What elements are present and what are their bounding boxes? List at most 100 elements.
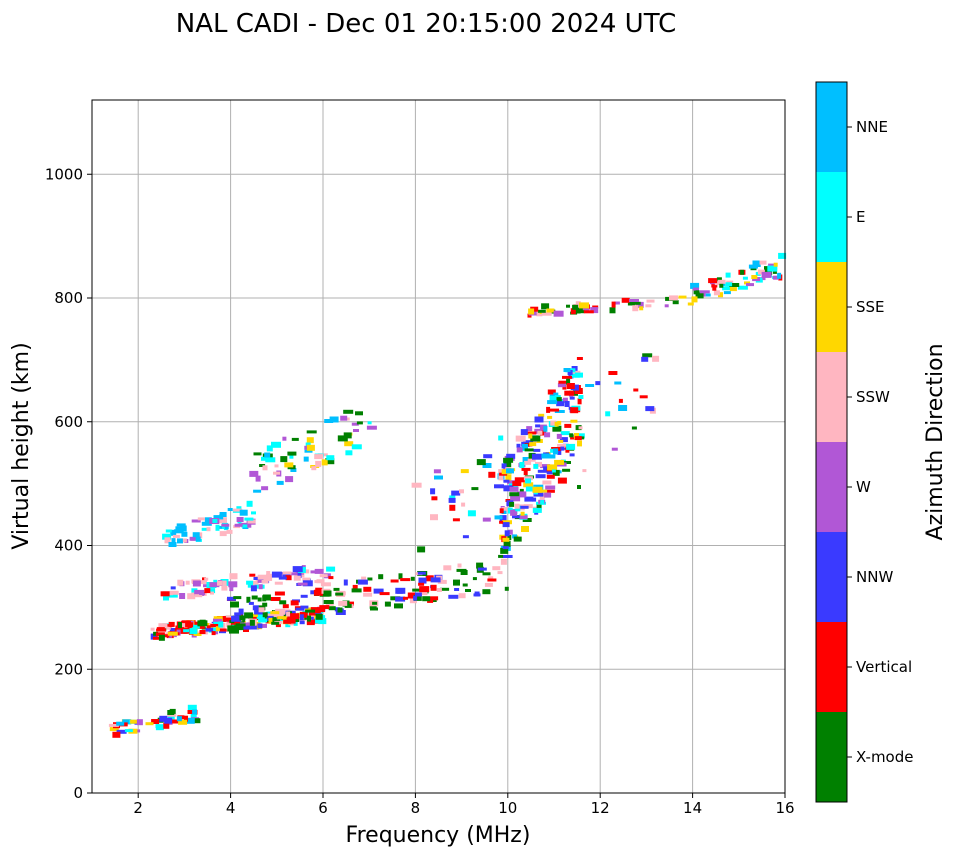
echo-point (213, 616, 223, 622)
echo-point (325, 458, 335, 465)
echo-point (270, 597, 281, 601)
echo-point (507, 535, 512, 540)
echo-point (315, 587, 323, 594)
echo-point (345, 417, 350, 421)
echo-point (259, 623, 267, 628)
echo-point (213, 619, 222, 625)
echo-point (578, 395, 584, 399)
echo-point (394, 603, 403, 609)
echo-point (176, 523, 186, 527)
echo-point (515, 435, 526, 442)
echo-point (611, 447, 618, 451)
echo-point (419, 586, 430, 593)
echo-point (506, 453, 516, 459)
echo-point (669, 295, 678, 301)
echo-point (257, 597, 262, 602)
echo-point (553, 448, 558, 455)
echo-point (109, 727, 119, 732)
echo-point (503, 485, 514, 492)
echo-point (502, 522, 510, 528)
echo-point (319, 574, 328, 578)
echo-point (218, 621, 224, 628)
echo-point (185, 622, 194, 628)
x-axis-ticks: 2 4 6 8 10 12 14 16 (133, 793, 795, 817)
echo-point (361, 576, 367, 582)
echo-point (215, 626, 220, 632)
echo-point (351, 444, 362, 450)
echo-point (582, 469, 587, 473)
echo-point (530, 306, 539, 312)
echo-point (227, 596, 236, 601)
echo-point (499, 520, 504, 524)
echo-point (300, 594, 308, 598)
echo-point (266, 573, 275, 577)
echo-point (163, 595, 169, 601)
echo-point (281, 572, 291, 578)
echo-point (519, 488, 524, 492)
echo-point (575, 433, 585, 439)
echo-point (750, 267, 757, 271)
echo-point (574, 436, 582, 441)
echo-point (247, 521, 252, 528)
echo-point (430, 514, 438, 521)
echo-point (524, 443, 533, 447)
echo-point (740, 269, 745, 275)
echo-point (233, 508, 243, 512)
colorbar-segment (816, 622, 847, 712)
echo-point (168, 633, 173, 638)
echo-point (517, 491, 527, 498)
echo-point (449, 495, 456, 500)
echo-point (165, 529, 172, 533)
echo-point (155, 724, 160, 729)
echo-point (363, 592, 373, 597)
echo-point (252, 614, 259, 621)
echo-point (343, 579, 348, 586)
echo-point (206, 625, 211, 629)
echo-point (221, 585, 228, 591)
echo-point (570, 308, 576, 315)
echo-point (549, 408, 560, 412)
echo-point (536, 504, 542, 511)
echo-point (576, 357, 583, 360)
echo-point (540, 500, 545, 505)
echo-point (244, 517, 254, 521)
echo-point (526, 426, 533, 432)
echo-point (323, 600, 334, 604)
echo-point (543, 425, 548, 432)
echo-point (448, 594, 459, 599)
echo-point (162, 533, 172, 540)
echo-point (290, 600, 299, 606)
echo-point (236, 517, 244, 522)
echo-point (261, 456, 267, 461)
plot-frame (91, 99, 786, 794)
echo-point (592, 305, 599, 309)
echo-point (516, 447, 523, 453)
echo-point (525, 486, 536, 492)
echo-point (155, 724, 164, 731)
echo-point (522, 444, 528, 450)
echo-point (343, 409, 354, 414)
echo-point (130, 719, 140, 724)
echo-point (557, 448, 562, 455)
echo-point (502, 555, 513, 558)
echo-point (456, 568, 467, 572)
echo-point (150, 627, 155, 631)
echo-point (544, 492, 552, 498)
echo-point (201, 521, 212, 526)
echo-point (645, 304, 652, 308)
echo-point (457, 563, 462, 568)
echo-point (279, 600, 287, 605)
echo-point (212, 519, 218, 523)
echo-point (519, 462, 525, 468)
echo-point (305, 442, 311, 447)
echo-point (351, 422, 359, 426)
echo-point (514, 477, 525, 483)
echo-point (497, 571, 503, 575)
echo-point (566, 378, 571, 385)
x-tick-label: 8 (411, 799, 421, 817)
echo-point (504, 586, 509, 591)
echo-point (168, 621, 175, 627)
echo-point (306, 430, 317, 434)
echo-point (170, 529, 177, 536)
echo-point (414, 592, 422, 597)
